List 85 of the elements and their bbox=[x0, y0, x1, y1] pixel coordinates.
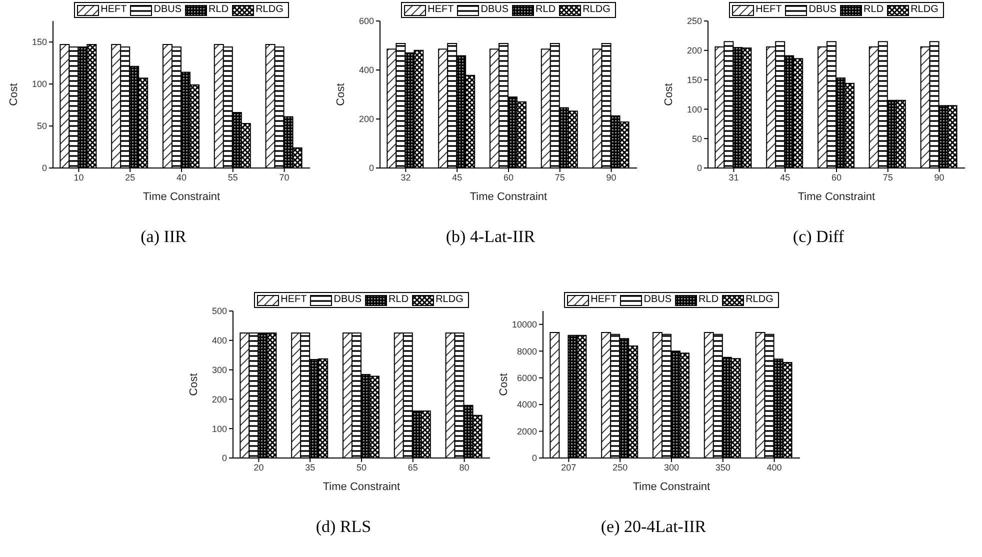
y-tick-label: 200 bbox=[686, 46, 702, 56]
x-axis-title: Time Constraint bbox=[632, 481, 710, 493]
y-tick-label: 100 bbox=[686, 104, 702, 114]
legend-label: HEFT bbox=[754, 4, 782, 16]
y-axis-title: Cost bbox=[334, 83, 347, 106]
y-tick-label: 0 bbox=[42, 163, 47, 174]
legend-label: HEFT bbox=[588, 294, 617, 306]
legend-label: DBUS bbox=[642, 294, 672, 306]
text: (d) RLS bbox=[314, 517, 372, 537]
y-tick-label: 50 bbox=[692, 134, 702, 144]
y-tick-label: 10000 bbox=[512, 320, 537, 330]
y-tick-label: 4000 bbox=[516, 400, 537, 410]
legend-label: RLD bbox=[206, 4, 229, 16]
legend-label: RLD bbox=[386, 294, 409, 306]
x-tick-label: 207 bbox=[561, 462, 576, 472]
y-tick-label: 200 bbox=[212, 394, 227, 404]
x-tick-label: 45 bbox=[780, 172, 790, 182]
x-tick-label: 35 bbox=[305, 462, 316, 472]
x-tick-label: 75 bbox=[882, 172, 893, 182]
x-tick-label: 250 bbox=[612, 462, 628, 472]
y-tick-label: 0 bbox=[222, 453, 227, 464]
x-tick-label: 350 bbox=[715, 462, 730, 472]
x-tick-label: 25 bbox=[125, 172, 136, 182]
legend-label: RLD bbox=[534, 4, 556, 16]
legend-label: RLDG bbox=[744, 294, 774, 306]
x-tick-label: 32 bbox=[400, 172, 411, 182]
y-tick-label: 500 bbox=[212, 306, 227, 316]
legend-label: RLD bbox=[862, 4, 884, 16]
y-tick-label: 600 bbox=[358, 16, 374, 26]
x-tick-label: 80 bbox=[459, 462, 470, 472]
y-tick-label: 100 bbox=[212, 424, 227, 434]
text: (e) 20-4Lat-IIR bbox=[600, 517, 708, 537]
y-tick-label: 100 bbox=[32, 79, 47, 90]
x-tick-label: 300 bbox=[664, 462, 680, 472]
legend-label: RLDG bbox=[254, 4, 284, 16]
x-tick-label: 90 bbox=[606, 172, 616, 182]
legend-label: HEFT bbox=[426, 4, 454, 16]
x-tick-label: 60 bbox=[503, 172, 514, 182]
x-tick-label: 10 bbox=[74, 172, 84, 182]
text: (a) IIR bbox=[140, 227, 188, 247]
y-tick-label: 50 bbox=[36, 121, 47, 132]
y-tick-label: 0 bbox=[368, 163, 374, 174]
y-tick-label: 400 bbox=[358, 65, 374, 76]
x-tick-label: 45 bbox=[452, 172, 462, 182]
x-axis-title: Time Constraint bbox=[322, 481, 400, 493]
legend-label: RLDG bbox=[580, 4, 610, 16]
legend-label: HEFT bbox=[98, 4, 127, 16]
x-tick-label: 20 bbox=[254, 462, 264, 472]
x-tick-label: 70 bbox=[279, 172, 290, 182]
legend-label: DBUS bbox=[478, 4, 509, 16]
x-axis-title: Time Constraint bbox=[142, 191, 220, 203]
x-tick-label: 400 bbox=[766, 462, 782, 472]
y-axis-title: Cost bbox=[8, 83, 20, 106]
legend-label: DBUS bbox=[806, 4, 837, 16]
y-tick-label: 6000 bbox=[516, 373, 537, 384]
x-tick-label: 40 bbox=[176, 172, 187, 182]
text: (b) 4-Lat-IIR bbox=[444, 227, 536, 247]
y-axis-title: Cost bbox=[498, 373, 510, 396]
x-axis-title: Time Constraint bbox=[470, 191, 548, 203]
x-tick-label: 31 bbox=[728, 172, 739, 182]
y-tick-label: 200 bbox=[358, 114, 374, 124]
legend-label: DBUS bbox=[152, 4, 182, 16]
y-tick-label: 8000 bbox=[516, 346, 537, 356]
x-tick-label: 60 bbox=[831, 172, 842, 182]
text: (c) Diff bbox=[792, 227, 846, 247]
legend-label: DBUS bbox=[332, 294, 362, 306]
y-axis-title: Cost bbox=[662, 83, 675, 106]
legend-label: RLDG bbox=[908, 4, 938, 16]
x-tick-label: 90 bbox=[934, 172, 944, 182]
x-tick-label: 55 bbox=[228, 172, 238, 182]
y-axis-title: Cost bbox=[188, 373, 200, 396]
y-tick-label: 250 bbox=[686, 16, 702, 26]
x-tick-label: 65 bbox=[408, 462, 418, 472]
y-tick-label: 150 bbox=[32, 37, 47, 48]
y-tick-label: 0 bbox=[696, 163, 702, 174]
y-tick-label: 400 bbox=[212, 336, 227, 346]
x-axis-title: Time Constraint bbox=[798, 191, 876, 203]
x-tick-label: 75 bbox=[554, 172, 565, 182]
legend-label: RLDG bbox=[434, 294, 464, 306]
y-tick-label: 0 bbox=[532, 453, 537, 464]
y-tick-label: 150 bbox=[686, 74, 702, 85]
legend-label: RLD bbox=[696, 294, 719, 306]
y-tick-label: 2000 bbox=[516, 426, 537, 436]
y-tick-label: 300 bbox=[212, 364, 227, 375]
legend-label: HEFT bbox=[278, 294, 307, 306]
